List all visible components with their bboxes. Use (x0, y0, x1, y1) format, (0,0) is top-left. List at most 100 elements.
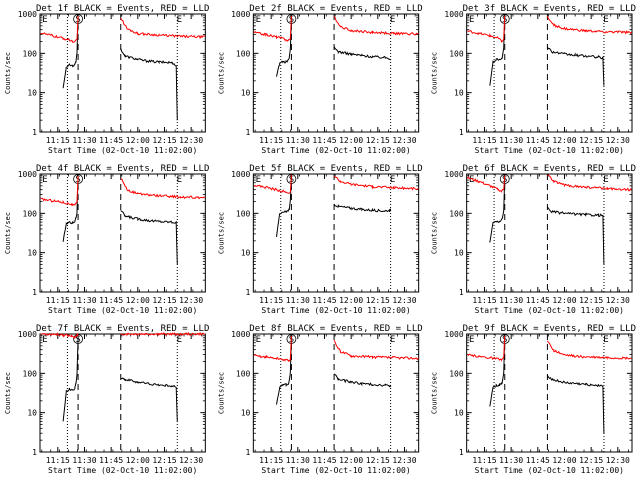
x-tick-label: 12:00 (552, 136, 576, 145)
x-axis-label: Start Time (02-Oct-10 11:02:00) (475, 146, 624, 155)
series-events-line (489, 177, 506, 243)
x-tick-label: 12:30 (606, 296, 630, 305)
y-axis-label: Counts/sec (4, 212, 12, 254)
x-tick-label: 11:30 (72, 456, 96, 465)
x-tick-label: 11:15 (259, 456, 283, 465)
series-lld-line (253, 335, 292, 363)
y-tick-label: 1 (246, 288, 251, 297)
chart-title: Det 3f BLACK = Events, RED = LLD (463, 4, 636, 14)
x-tick-label: 12:30 (392, 456, 416, 465)
x-tick-label: 12:15 (366, 136, 390, 145)
x-axis-label: Start Time (02-Oct-10 11:02:00) (48, 146, 197, 155)
y-axis-label: Counts/sec (4, 52, 12, 94)
x-tick-label: 11:45 (526, 136, 550, 145)
x-tick-label: 12:30 (606, 456, 630, 465)
marker-label: E (469, 15, 474, 25)
marker-label: E (469, 175, 474, 185)
y-tick-label: 100 (449, 209, 464, 218)
series-lld-line (253, 174, 292, 194)
x-tick-label: 11:30 (499, 296, 523, 305)
plot-frame (39, 333, 206, 453)
x-tick-label: 12:00 (339, 296, 363, 305)
marker-label: E (42, 15, 47, 25)
y-axis-label: Counts/sec (431, 52, 439, 94)
series-events-line (489, 337, 506, 407)
x-tick-label: 12:00 (126, 296, 150, 305)
y-tick-label: 10 (27, 249, 37, 258)
series-lld-line (40, 332, 79, 340)
y-axis-label: Counts/sec (4, 372, 12, 414)
chart-panel-7: Det 7f BLACK = Events, RED = LLD 1 10 100 10… (4, 324, 209, 475)
chart-panel-3: Det 3f BLACK = Events, RED = LLD 1 10 100 10… (431, 4, 636, 155)
x-tick-label: 11:45 (526, 456, 550, 465)
plot-frame (466, 13, 633, 133)
y-tick-label: 10 (241, 249, 251, 258)
chart-title: Det 1f BLACK = Events, RED = LLD (36, 4, 209, 14)
y-tick-label: 100 (236, 369, 251, 378)
series-events-line (276, 17, 292, 77)
series-events-line (546, 46, 605, 86)
x-tick-label: 12:30 (392, 296, 416, 305)
x-tick-label: 11:45 (99, 296, 123, 305)
series-lld-line (333, 16, 419, 36)
series-events-line (546, 206, 605, 265)
x-tick-label: 11:45 (312, 136, 336, 145)
x-tick-label: 11:30 (499, 136, 523, 145)
y-tick-label: 1000 (444, 170, 463, 179)
x-tick-label: 11:30 (72, 136, 96, 145)
x-axis-label: Start Time (02-Oct-10 11:02:00) (48, 306, 197, 315)
y-axis-label: Counts/sec (431, 372, 439, 414)
marker-label: E (390, 15, 395, 25)
y-tick-label: 100 (236, 209, 251, 218)
x-tick-label: 12:30 (179, 456, 203, 465)
y-tick-label: 1000 (444, 330, 463, 339)
x-tick-label: 12:15 (579, 456, 603, 465)
marker-label: E (256, 175, 261, 185)
x-tick-label: 11:30 (286, 296, 310, 305)
x-axis-label: Start Time (02-Oct-10 11:02:00) (48, 466, 197, 475)
x-tick-label: 11:15 (46, 296, 70, 305)
y-axis-label: Counts/sec (217, 372, 225, 414)
marker-label: E (177, 175, 182, 185)
series-events-line (489, 17, 506, 86)
x-tick-label: 12:00 (126, 136, 150, 145)
series-events-line (120, 377, 178, 422)
y-tick-label: 1000 (231, 330, 250, 339)
chart-panel-2: Det 2f BLACK = Events, RED = LLD 1 10 100 10… (217, 4, 422, 155)
chart-title: Det 4f BLACK = Events, RED = LLD (36, 164, 209, 174)
y-tick-label: 1 (459, 128, 464, 137)
x-tick-label: 11:15 (259, 136, 283, 145)
y-tick-label: 100 (449, 49, 464, 58)
plot-frame (252, 333, 420, 453)
marker-label: E (177, 335, 182, 345)
y-tick-label: 1 (246, 448, 251, 457)
chart-title: Det 6f BLACK = Events, RED = LLD (463, 164, 636, 174)
y-tick-label: 10 (241, 409, 251, 418)
series-events-line (276, 175, 292, 238)
series-events-line (333, 373, 392, 388)
x-tick-label: 11:30 (286, 136, 310, 145)
y-tick-label: 10 (454, 89, 464, 98)
x-tick-label: 11:15 (472, 296, 496, 305)
x-tick-label: 11:45 (312, 456, 336, 465)
y-tick-label: 100 (236, 49, 251, 58)
x-tick-label: 12:15 (366, 296, 390, 305)
series-events-line (62, 177, 79, 242)
series-lld-line (40, 175, 79, 207)
chart-panel-6: Det 6f BLACK = Events, RED = LLD 1 10 100 10… (431, 164, 636, 315)
x-tick-label: 11:15 (472, 456, 496, 465)
x-tick-label: 11:15 (472, 136, 496, 145)
x-tick-label: 12:15 (152, 136, 176, 145)
x-tick-label: 12:30 (179, 136, 203, 145)
x-tick-label: 11:45 (99, 136, 123, 145)
series-lld-line (547, 340, 632, 361)
y-tick-label: 10 (241, 89, 251, 98)
x-tick-label: 12:15 (152, 296, 176, 305)
x-tick-label: 12:15 (579, 296, 603, 305)
marker-label: E (42, 335, 47, 345)
x-tick-label: 12:30 (606, 136, 630, 145)
x-tick-label: 12:00 (552, 296, 576, 305)
y-tick-label: 10 (454, 409, 464, 418)
marker-label: E (603, 175, 608, 185)
